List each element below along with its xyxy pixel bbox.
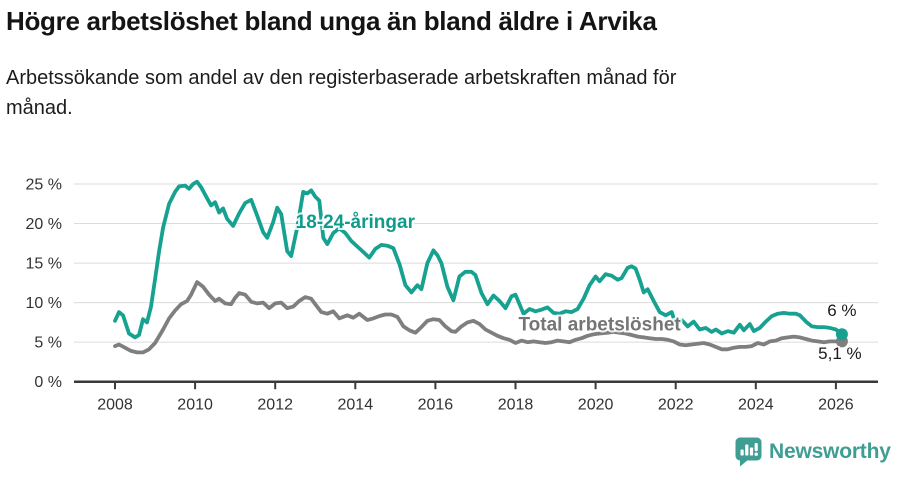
y-tick-label: 5 % [34,335,62,352]
series-label: Total arbetslöshet [518,314,681,335]
subtitle-line-1: Arbetssökande som andel av den registerb… [6,67,677,90]
x-tick-label: 2018 [498,397,534,414]
y-tick-label: 15 % [26,256,62,273]
x-tick-label: 2012 [257,397,293,414]
series-line-18-24-åringar [113,179,844,340]
newsworthy-logo-text: Newsworthy [769,440,891,463]
x-tick-label: 2008 [97,397,133,414]
y-tick-label: 10 % [26,295,62,312]
x-tick-label: 2024 [738,397,774,414]
y-tick-label: 20 % [26,216,62,233]
end-value-label: 5,1 % [818,344,861,363]
y-tick-label: 0 % [34,374,62,391]
page-title: Högre arbetslöshet bland unga än bland ä… [6,6,657,36]
x-tick-label: 2014 [338,397,374,414]
subtitle-line-2: månad. [6,97,73,120]
x-tick-label: 2010 [177,397,213,414]
series-end-dot [835,328,848,341]
newsworthy-logo-icon [735,437,762,467]
x-tick-label: 2020 [578,397,614,414]
chart-header: Högre arbetslöshet bland unga än bland ä… [6,6,894,123]
x-tick-label: 2016 [418,397,454,414]
chart-subtitle: Arbetssökande som andel av den registerb… [6,63,894,123]
end-value-label: 6 % [827,301,856,320]
y-tick-label: 25 % [26,177,62,194]
x-tick-label: 2026 [818,397,854,414]
newsworthy-branding: Newsworthy [735,437,891,467]
x-tick-label: 2022 [658,397,694,414]
series-label: 18-24-åringar [296,212,416,233]
series-line-Total arbetslöshet [113,280,844,355]
